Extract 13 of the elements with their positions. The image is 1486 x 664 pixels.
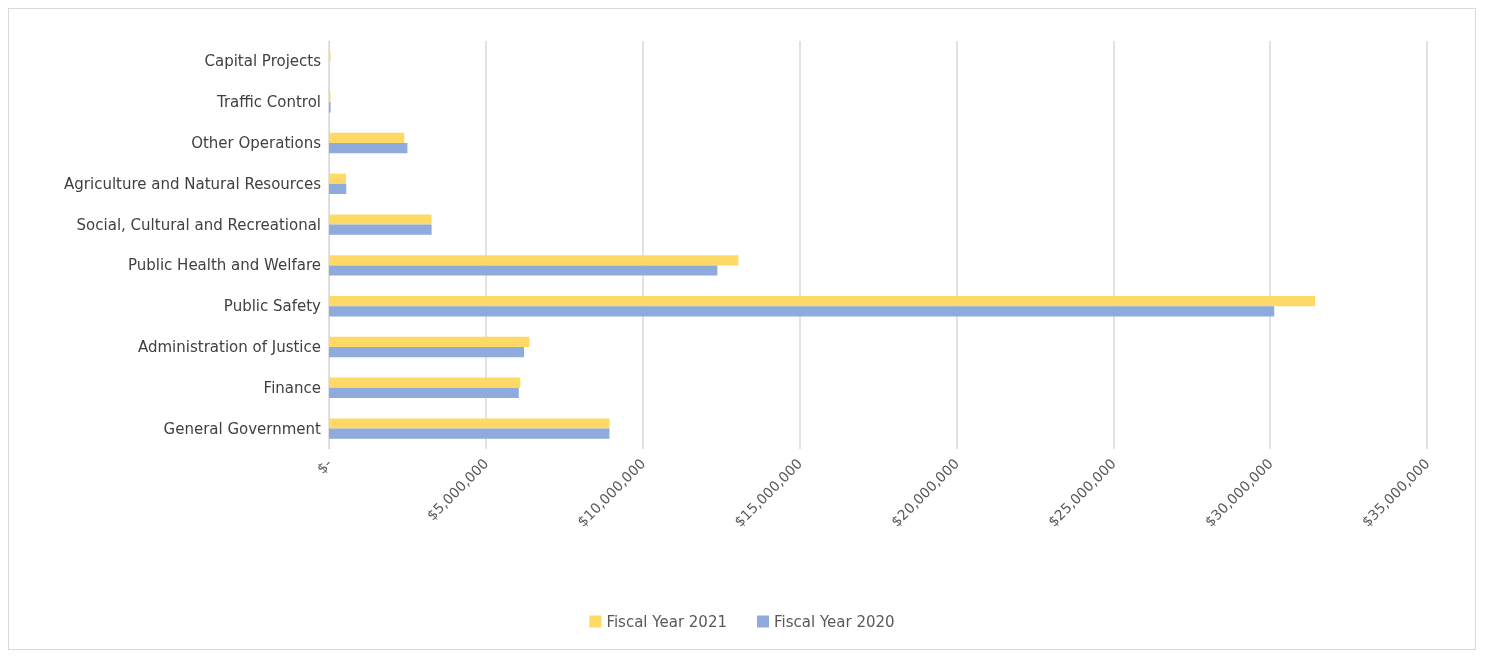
y-tick-label: Social, Cultural and Recreational (76, 215, 321, 234)
y-tick-label: Public Safety (223, 297, 322, 316)
y-tick-label: Finance (263, 378, 321, 397)
y-tick-label: General Government (163, 419, 322, 438)
legend-label: Fiscal Year 2020 (774, 612, 895, 631)
y-tick-label: Administration of Justice (137, 338, 321, 356)
y-tick-label: Agriculture and Natural Resources (64, 174, 322, 193)
y-tick-label: Capital Projects (204, 52, 322, 71)
y-tick-label: Other Operations (191, 134, 322, 152)
y-tick-label: Traffic Control (215, 93, 321, 112)
y-tick-label: Public Health and Welfare (127, 256, 321, 275)
legend-label: Fiscal Year 2021 (606, 612, 727, 631)
x-tick-label: $- (313, 455, 335, 477)
